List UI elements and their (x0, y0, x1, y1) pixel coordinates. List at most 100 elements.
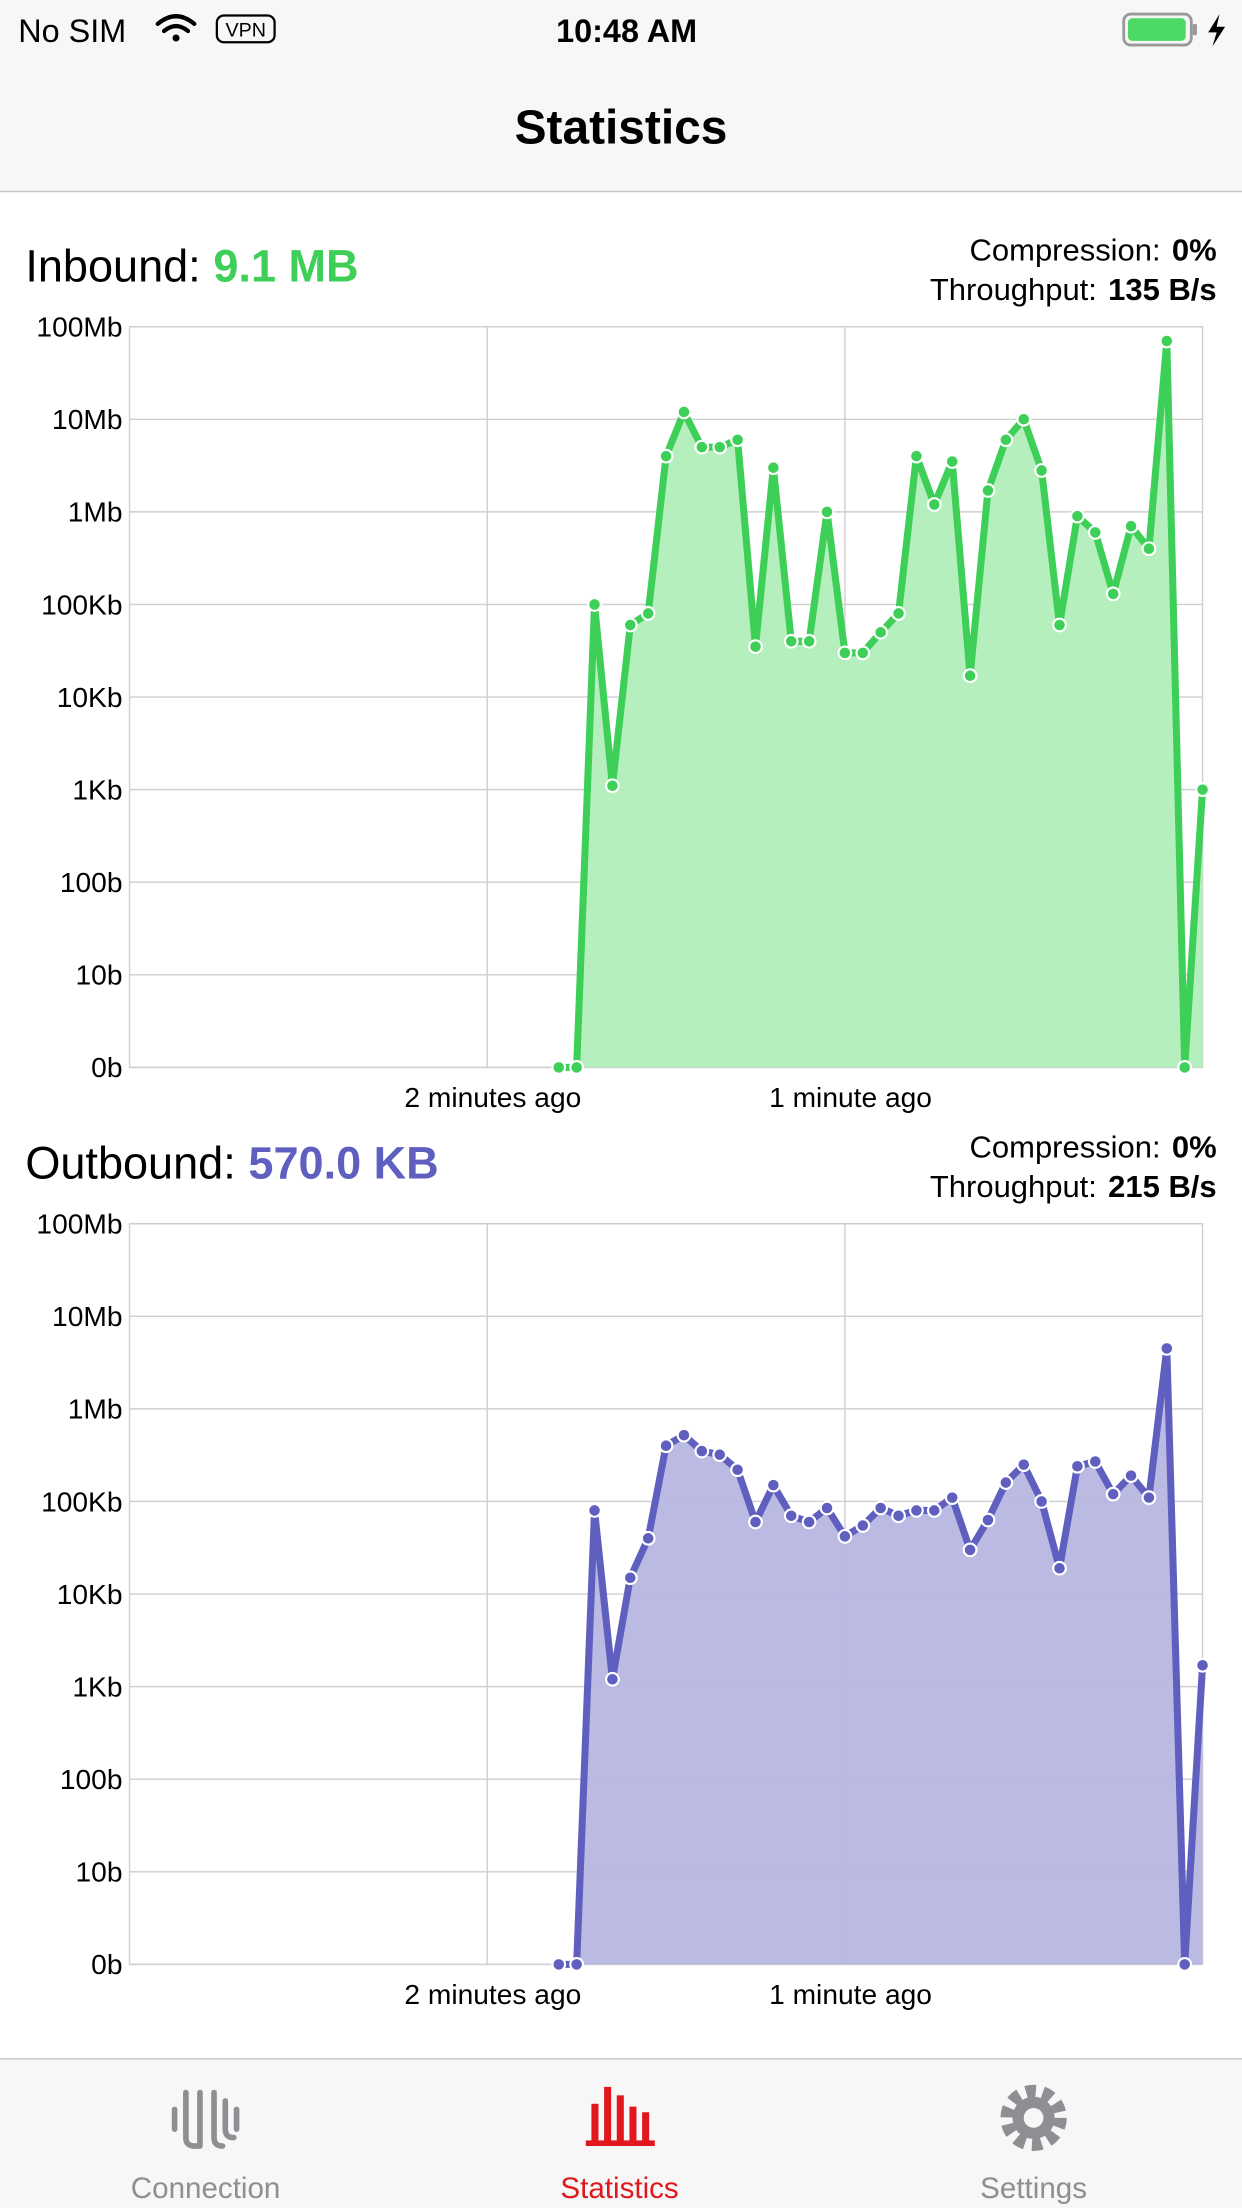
data-point (819, 504, 835, 520)
compression-label: Compression: (970, 233, 1161, 268)
y-tick-label: 10b (76, 1857, 123, 1888)
data-point (694, 1443, 710, 1459)
data-point (891, 606, 906, 621)
x-tick-label: 2 minutes ago (404, 1979, 581, 2010)
data-point (640, 606, 656, 621)
x-tick-label: 2 minutes ago (404, 1082, 581, 1113)
y-tick-label: 0b (91, 1949, 122, 1980)
data-point (1034, 1494, 1050, 1509)
y-tick-label: 1Mb (68, 1394, 123, 1425)
settings-icon[interactable] (1000, 2084, 1067, 2151)
y-tick-label: 100Kb (41, 1486, 122, 1517)
data-point (622, 1570, 638, 1586)
data-point (569, 1956, 585, 1972)
throughput: Throughput: 135 B/s (930, 272, 1217, 307)
throughput-value: 215 B/s (1108, 1169, 1216, 1204)
data-point (551, 1956, 567, 1972)
y-tick-label: 10Mb (52, 404, 122, 435)
data-point (962, 1542, 978, 1558)
data-point (1105, 1486, 1121, 1502)
data-point (676, 1427, 692, 1443)
tab-label[interactable]: Connection (131, 2172, 281, 2205)
y-tick-label: 100Kb (41, 589, 122, 620)
data-point (640, 1530, 656, 1546)
data-point (1195, 1657, 1210, 1673)
connection-icon[interactable] (171, 2089, 240, 2149)
data-point (783, 633, 799, 649)
throughput-value: 135 B/s (1108, 272, 1216, 307)
y-tick-label: 10Kb (57, 1579, 123, 1610)
y-tick-label: 10b (76, 960, 123, 991)
data-point (587, 597, 602, 612)
data-point (1141, 541, 1157, 557)
throughput-label: Throughput: (930, 1169, 1097, 1204)
data-point (801, 633, 817, 649)
clock: 10:48 AM (556, 13, 697, 49)
data-point (1177, 1956, 1193, 1972)
chart-heading: Outbound: 570.0 KB (25, 1138, 438, 1189)
tab-label[interactable]: Statistics (560, 2172, 678, 2205)
data-point (676, 404, 692, 420)
vpn-badge (215, 14, 276, 44)
data-point (1069, 508, 1085, 524)
data-point (819, 1500, 835, 1516)
data-point (1195, 782, 1210, 798)
y-tick-label: 1Kb (72, 1671, 122, 1702)
compression: Compression: 0% (970, 1130, 1217, 1165)
y-tick-label: 100Mb (36, 312, 122, 343)
x-tick-label: 1 minute ago (769, 1082, 932, 1113)
data-point (944, 454, 960, 469)
vpn-label: VPN (225, 20, 266, 42)
data-point (551, 1059, 567, 1075)
chart-total: 570.0 KB (248, 1138, 438, 1189)
data-point (1034, 463, 1050, 478)
compression-value: 0% (1172, 233, 1217, 268)
data-point (1141, 1490, 1157, 1506)
data-point (748, 1514, 763, 1530)
data-point (926, 1503, 942, 1518)
data-point (658, 448, 674, 464)
wifi-icon (155, 14, 197, 42)
data-point (587, 1503, 602, 1518)
data-point (980, 1512, 996, 1528)
data-point (1069, 1458, 1085, 1474)
nav-title: Statistics (515, 102, 728, 155)
chart-total: 9.1 MB (213, 241, 358, 292)
data-point (1087, 525, 1103, 540)
tab-label[interactable]: Settings (980, 2172, 1087, 2205)
throughput-label: Throughput: (930, 272, 1097, 307)
data-point (1159, 333, 1175, 349)
data-point (909, 1503, 924, 1518)
data-point (855, 645, 871, 661)
data-point (658, 1438, 674, 1454)
data-point (730, 432, 745, 448)
data-point (891, 1508, 906, 1524)
data-point (873, 624, 889, 640)
data-point (855, 1518, 871, 1533)
data-point (944, 1490, 960, 1506)
throughput: Throughput: 215 B/s (930, 1169, 1217, 1204)
y-tick-label: 100b (60, 867, 123, 898)
data-point (569, 1059, 585, 1075)
statistics-icon[interactable] (585, 2086, 655, 2147)
data-point (1123, 518, 1139, 534)
data-point (712, 1447, 728, 1463)
y-tick-label: 10Mb (52, 1301, 122, 1332)
data-point (1105, 586, 1121, 602)
area-fill (558, 341, 1203, 1068)
compression-value: 0% (1172, 1130, 1217, 1165)
data-point (765, 460, 781, 476)
chart-heading: Inbound: 9.1 MB (25, 241, 358, 292)
data-point (980, 483, 996, 498)
data-point (1087, 1454, 1103, 1469)
data-point (605, 778, 620, 794)
compression: Compression: 0% (970, 233, 1217, 268)
y-tick-label: 0b (91, 1052, 122, 1083)
data-point (765, 1477, 781, 1493)
chart-title: Inbound: (25, 241, 200, 292)
data-point (926, 497, 942, 512)
data-point (694, 439, 710, 455)
data-point (1052, 617, 1067, 633)
nav-background (0, 0, 1242, 192)
